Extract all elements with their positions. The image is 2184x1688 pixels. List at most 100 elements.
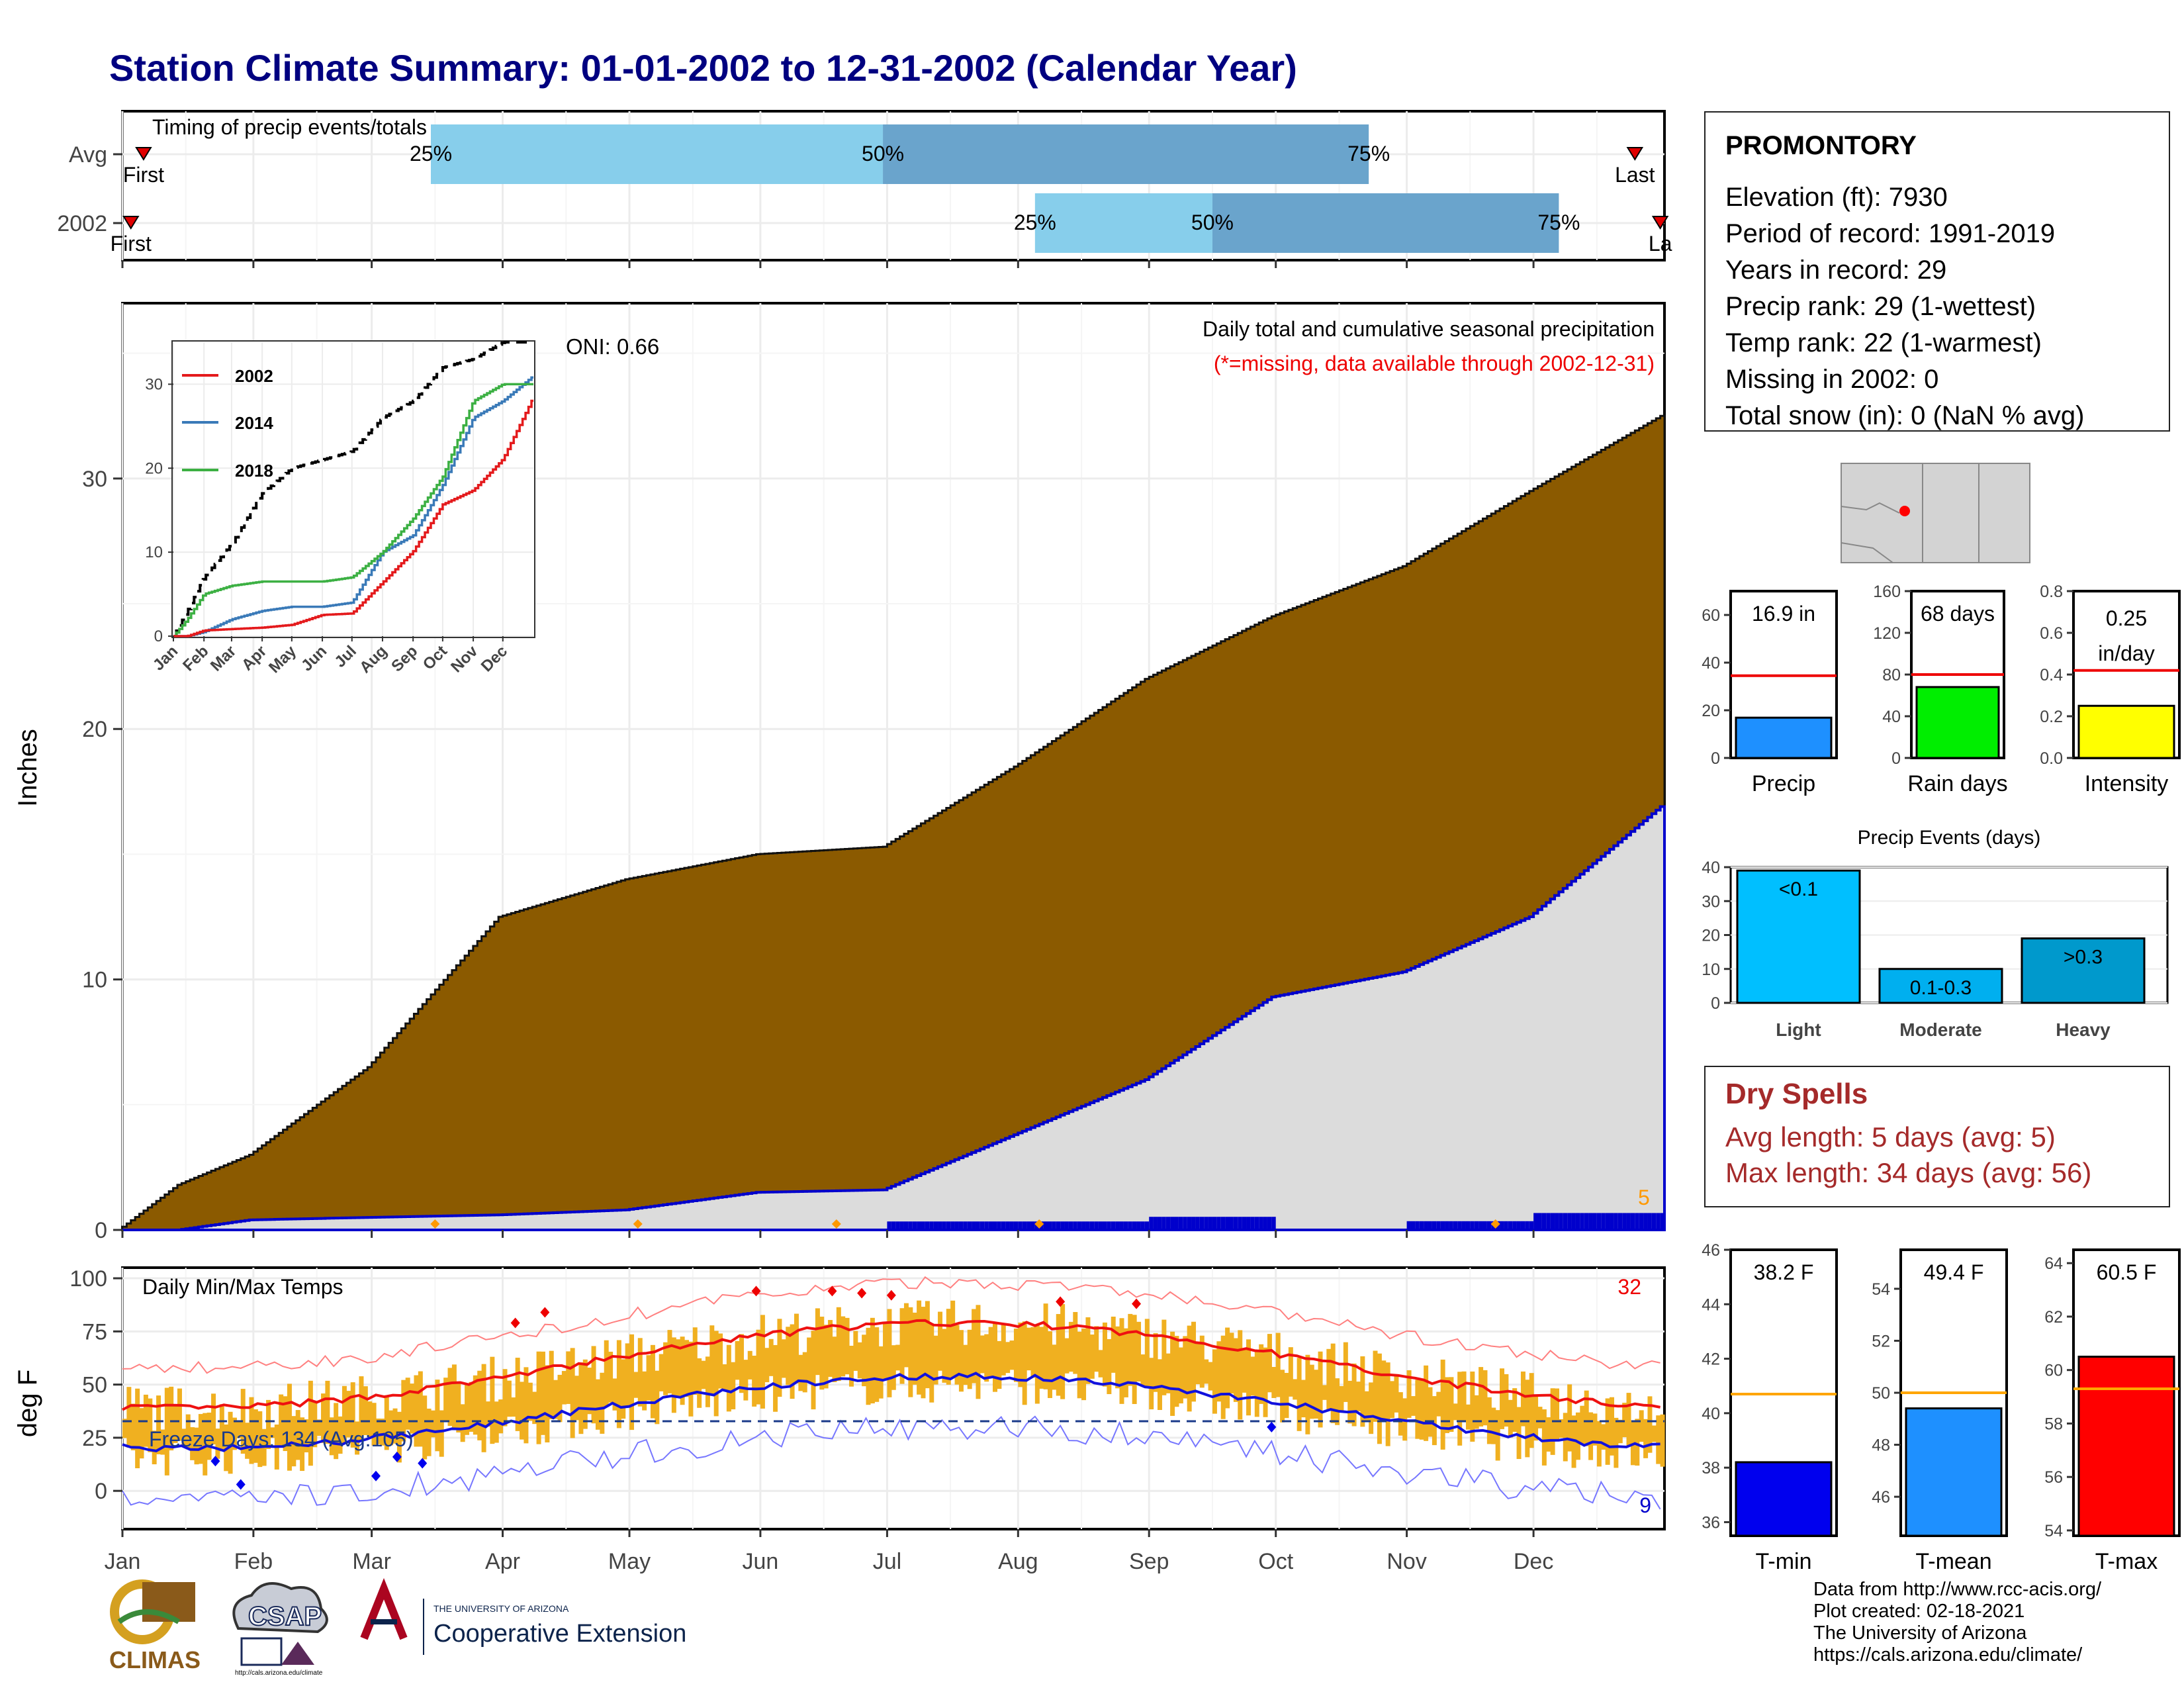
summary-y-tick-label: 36	[1702, 1513, 1720, 1532]
daily-temp-range-bar	[1107, 1338, 1112, 1395]
daily-precip-bar	[1246, 1217, 1251, 1230]
daily-precip-bar	[933, 1221, 938, 1230]
daily-precip-bar	[1263, 1217, 1267, 1230]
daily-precip-bar	[1220, 1217, 1226, 1230]
inset-2002-line	[173, 399, 533, 637]
daily-temp-range-bar	[899, 1308, 905, 1384]
daily-temp-range-bar	[346, 1391, 351, 1438]
daily-temp-range-bar	[1474, 1395, 1479, 1429]
daily-temp-range-bar	[460, 1404, 465, 1442]
daily-temp-range-bar	[1575, 1412, 1580, 1460]
precip-events-y-tick-label: 10	[1702, 961, 1720, 979]
record-high-marker	[510, 1317, 520, 1329]
summary-y-tick-label: 0.2	[2040, 708, 2063, 726]
daily-temp-range-bar	[1111, 1316, 1116, 1373]
station-info-line: Missing in 2002: 0	[1725, 365, 1939, 394]
daily-temp-range-bar	[1250, 1356, 1255, 1396]
timing-p75-label: 75%	[1537, 211, 1580, 234]
daily-temp-range-bar	[371, 1403, 377, 1446]
daily-temp-range-bar	[655, 1370, 660, 1425]
daily-temp-range-bar	[587, 1368, 592, 1415]
daily-temp-range-bar	[1529, 1373, 1534, 1448]
record-low-marker	[210, 1456, 220, 1467]
temp-y-tick-label: 50	[82, 1373, 107, 1398]
record-low-marker	[418, 1458, 428, 1469]
daily-temp-range-bar	[1559, 1419, 1564, 1438]
daily-temp-range-bar	[1081, 1328, 1087, 1401]
daily-temp-range-bar	[637, 1338, 643, 1407]
daily-temp-range-bar	[316, 1419, 322, 1436]
daily-temp-range-bar	[1183, 1336, 1188, 1399]
daily-temp-range-bar	[540, 1351, 545, 1435]
daily-temp-range-bar	[1610, 1397, 1614, 1456]
summary-y-tick-label: 54	[2044, 1522, 2063, 1540]
inset-y-tick-label: 20	[145, 459, 163, 477]
daily-temp-range-bar	[1537, 1407, 1543, 1429]
summary-y-tick-label: 44	[1702, 1295, 1720, 1314]
inset-legend-2018: 2018	[235, 461, 273, 481]
daily-temp-range-bar	[1601, 1424, 1606, 1450]
daily-temp-range-bar	[405, 1378, 410, 1430]
daily-temp-range-bar	[203, 1413, 208, 1476]
daily-temp-range-bar	[866, 1327, 871, 1405]
daily-temp-range-bar	[152, 1430, 157, 1465]
daily-temp-range-bar	[1563, 1413, 1568, 1462]
daily-temp-range-bar	[1068, 1321, 1073, 1372]
daily-temp-range-bar	[536, 1351, 541, 1444]
month-tick-label: Oct	[1258, 1549, 1293, 1574]
daily-temp-range-bar	[130, 1403, 136, 1450]
timing-row-label: Avg	[69, 142, 107, 167]
summary-y-tick-label: 52	[1872, 1332, 1890, 1350]
summary-value-label: 38.2 F	[1754, 1260, 1814, 1284]
daily-precip-bar	[1571, 1213, 1576, 1230]
daily-temp-range-bar	[338, 1416, 343, 1454]
first-event-label: First	[111, 232, 152, 256]
daily-temp-range-bar	[156, 1395, 161, 1454]
daily-temp-range-bar	[1064, 1338, 1069, 1374]
precip-y-tick-label: 20	[82, 717, 107, 742]
precip-y-tick-label: 0	[95, 1218, 107, 1243]
daily-temp-range-bar	[1187, 1325, 1192, 1412]
daily-temp-range-bar	[1461, 1371, 1467, 1421]
precip-events-y-tick-label: 30	[1702, 892, 1720, 911]
daily-precip-bar	[1449, 1221, 1453, 1230]
daily-temp-range-bar	[891, 1345, 896, 1390]
daily-precip-bar	[1550, 1213, 1555, 1230]
last-event-label: La	[1649, 232, 1672, 256]
temp-heading: Daily Min/Max Temps	[142, 1275, 343, 1299]
daily-temp-range-bar	[1043, 1303, 1048, 1389]
daily-temp-range-bar	[1060, 1304, 1066, 1399]
daily-temp-range-bar	[1225, 1327, 1230, 1409]
daily-temp-range-bar	[790, 1324, 795, 1399]
summary-bar-title: T-min	[1756, 1549, 1812, 1574]
avg-daily-precip-marker	[1490, 1219, 1500, 1229]
daily-temp-range-bar	[1373, 1350, 1378, 1422]
record-high-marker	[886, 1289, 896, 1301]
summary-y-tick-label: 0.8	[2040, 583, 2063, 601]
precip-y-axis-title: Inches	[13, 729, 42, 807]
daily-temp-range-bar	[781, 1339, 786, 1378]
daily-precip-bar	[1500, 1221, 1504, 1230]
daily-temp-range-bar	[1580, 1405, 1585, 1444]
daily-precip-bar	[1199, 1217, 1205, 1230]
daily-temp-range-bar	[304, 1419, 309, 1453]
max-temp-count-label: 32	[1617, 1275, 1641, 1299]
daily-temp-range-bar	[122, 1419, 127, 1438]
daily-temp-range-bar	[481, 1364, 486, 1452]
record-high-marker	[857, 1288, 867, 1299]
dry-spells-avg-length: Avg length: 5 days (avg: 5)	[1725, 1121, 2056, 1152]
daily-temp-range-bar	[933, 1335, 938, 1385]
inset-2018-line	[173, 383, 533, 637]
daily-precip-bar	[938, 1221, 942, 1230]
precip-events-bar	[1736, 869, 1861, 1004]
daily-temp-range-bar	[1385, 1362, 1390, 1446]
csap-logo-text: CSAP	[248, 1602, 322, 1631]
daily-precip-bar	[1102, 1221, 1107, 1230]
precip-events-category-label: Heavy	[2056, 1019, 2111, 1040]
daily-precip-bar	[1030, 1221, 1035, 1230]
month-tick-label: Jul	[873, 1549, 901, 1574]
daily-temp-range-bar	[1482, 1370, 1488, 1426]
daily-temp-range-bar	[777, 1319, 782, 1397]
daily-temp-range-bar	[1128, 1313, 1133, 1386]
summary-y-tick-label: 40	[1702, 654, 1720, 673]
